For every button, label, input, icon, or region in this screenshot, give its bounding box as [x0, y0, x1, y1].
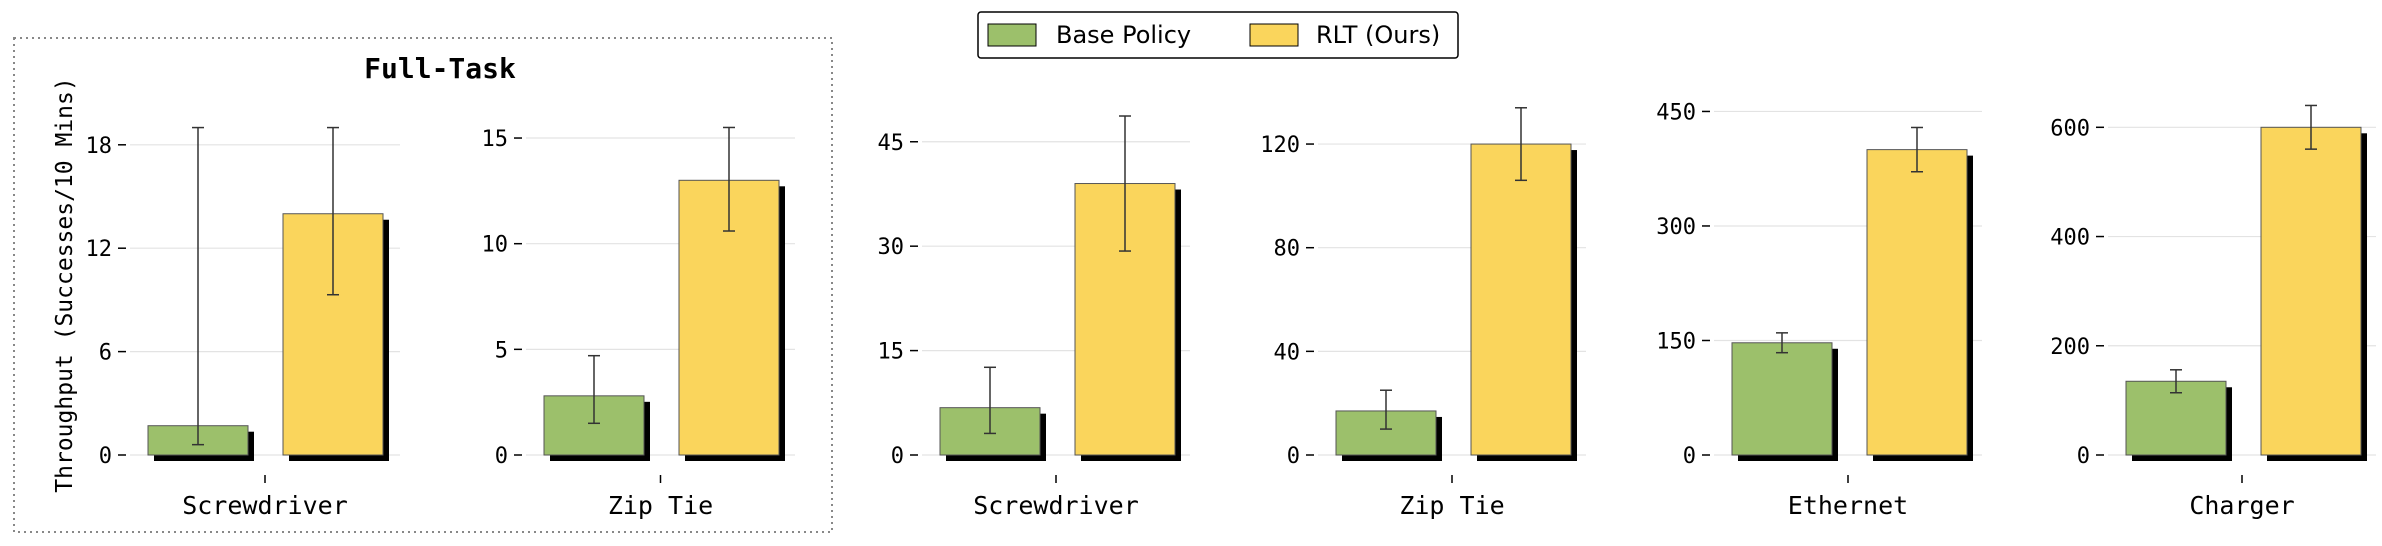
- y-tick-label: 45: [878, 131, 905, 156]
- y-tick-label: 0: [1683, 444, 1696, 469]
- panel-5: 0 150 300 450 Ethernet: [1656, 100, 1982, 520]
- y-tick-label: 0: [99, 444, 112, 469]
- y-axis-label: Throughput (Successes/10 Mins): [52, 77, 78, 492]
- x-category-label: Screwdriver: [182, 491, 348, 520]
- y-tick-label: 30: [878, 235, 905, 260]
- bar-base-policy: [1731, 342, 1833, 456]
- bar-rlt: [1866, 149, 1968, 456]
- x-category-label: Zip Tie: [1399, 491, 1504, 520]
- y-tick-label: 120: [1260, 133, 1300, 158]
- bar-rlt: [1470, 143, 1572, 456]
- y-tick-label: 600: [2050, 116, 2090, 141]
- x-category-label: Charger: [2189, 491, 2294, 520]
- bar-rlt: [2260, 126, 2362, 456]
- legend-box: [977, 11, 1459, 59]
- bar-rlt: [1074, 183, 1176, 456]
- y-tick-label: 450: [1656, 100, 1696, 125]
- group-title: Full-Task: [364, 52, 516, 85]
- x-category-label: Ethernet: [1788, 491, 1908, 520]
- legend-swatch-rlt: [1249, 23, 1299, 47]
- full-task-group-box: [13, 37, 833, 533]
- legend-label-base: Base Policy: [1056, 21, 1191, 49]
- x-category-label: Zip Tie: [608, 491, 713, 520]
- y-tick-label: 5: [495, 338, 508, 363]
- y-tick-label: 12: [86, 237, 113, 262]
- y-tick-label: 15: [482, 127, 509, 152]
- legend: Base Policy RLT (Ours): [977, 11, 1459, 59]
- panel-2: 0 5 10 15 Zip Tie: [482, 126, 795, 520]
- y-tick-label: 80: [1274, 237, 1301, 262]
- y-tick-label: 400: [2050, 226, 2090, 251]
- y-tick-label: 0: [891, 444, 904, 469]
- y-tick-label: 10: [482, 233, 509, 258]
- bar-base-policy: [2125, 380, 2227, 456]
- y-tick-label: 0: [495, 444, 508, 469]
- y-tick-label: 40: [1274, 340, 1301, 365]
- legend-label-rlt: RLT (Ours): [1316, 21, 1440, 49]
- y-tick-label: 18: [86, 134, 113, 159]
- panel-3: 0 15 30 45 Screwdriver: [878, 115, 1190, 520]
- y-tick-label: 0: [1287, 444, 1300, 469]
- panel-1: 0 6 12 18 Screwdriver: [86, 126, 400, 520]
- y-tick-label: 15: [878, 340, 905, 365]
- panel-6: 0 200 400 600 Charger: [2050, 104, 2376, 520]
- y-tick-label: 6: [99, 341, 112, 366]
- x-category-label: Screwdriver: [973, 491, 1139, 520]
- y-tick-label: 300: [1656, 215, 1696, 240]
- legend-swatch-base: [987, 23, 1037, 47]
- panel-4: 0 40 80 120 Zip Tie: [1260, 107, 1586, 520]
- y-tick-label: 0: [2077, 444, 2090, 469]
- y-tick-label: 150: [1656, 329, 1696, 354]
- y-tick-label: 200: [2050, 335, 2090, 360]
